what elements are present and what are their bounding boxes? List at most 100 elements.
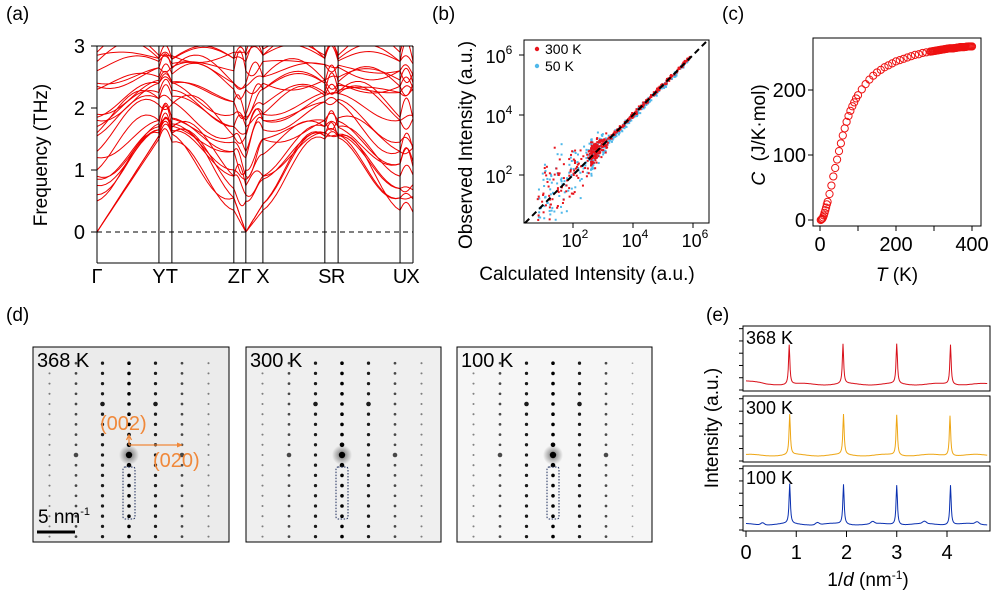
diffraction-spot — [74, 423, 78, 426]
phonon-branch — [97, 83, 413, 144]
diffraction-spot — [340, 473, 344, 478]
point-300k — [566, 179, 569, 182]
diffraction-spot — [420, 515, 423, 518]
diffraction-spot — [74, 372, 78, 375]
diffraction-spot — [287, 504, 291, 508]
point-300k — [594, 157, 597, 160]
diffraction-spot — [179, 452, 185, 458]
intensity-trace — [746, 483, 988, 526]
temperature-label: 300 K — [746, 398, 793, 418]
point-300k — [548, 218, 551, 221]
point-300k — [556, 187, 559, 190]
data-point — [831, 163, 840, 173]
diffraction-spot — [261, 362, 264, 365]
diffraction-spot — [340, 402, 344, 406]
diffraction-spot — [313, 524, 318, 529]
point-50k — [625, 125, 628, 128]
x-tick-label: 4 — [941, 542, 952, 564]
point-300k — [590, 141, 593, 144]
x-axis-title: Calculated Intensity (a.u.) — [479, 264, 694, 285]
diffraction-spot — [340, 392, 344, 396]
diffraction-spot — [420, 372, 423, 375]
point-300k — [682, 61, 685, 64]
diffraction-spot — [48, 494, 51, 497]
diffraction-spot — [631, 515, 634, 518]
temperature-label: 100 K — [461, 350, 514, 372]
point-50k — [541, 172, 544, 175]
diffraction-spot — [180, 504, 184, 508]
diffraction-spot — [127, 483, 131, 488]
data-point — [817, 215, 826, 224]
point-50k — [615, 135, 618, 138]
diffraction-spot — [524, 381, 529, 386]
diffraction-spot — [551, 392, 555, 396]
point-300k — [543, 167, 546, 170]
diffraction-spot — [74, 474, 78, 477]
diffraction-spot — [340, 381, 344, 386]
diffraction-spot — [100, 432, 105, 437]
diffraction-spot — [420, 423, 423, 426]
diffraction-spot — [74, 504, 78, 508]
diffraction-spot — [631, 403, 634, 405]
y-tick-label: 100 — [773, 145, 806, 167]
point-300k — [568, 174, 571, 177]
point-300k — [557, 172, 560, 175]
point-300k — [572, 192, 575, 195]
diffraction-spot — [577, 483, 582, 488]
diffraction-spot — [551, 473, 555, 478]
diffraction-spot — [631, 505, 634, 507]
diffraction-spot — [180, 412, 184, 416]
diffraction-spot — [261, 453, 264, 457]
point-300k — [599, 141, 602, 144]
diffraction-spot — [551, 514, 555, 518]
diffraction-spot — [261, 402, 264, 406]
diffraction-spot — [524, 514, 529, 518]
diffraction-spot — [577, 392, 582, 396]
point-300k — [620, 126, 623, 129]
diffraction-spot — [631, 535, 634, 538]
diffraction-spot — [498, 525, 502, 528]
legend-marker-300k — [534, 46, 540, 52]
diffraction-spot — [207, 362, 210, 365]
diffraction-spot — [472, 464, 475, 467]
data-point — [880, 63, 889, 72]
diffraction-spot — [100, 361, 105, 365]
diffraction-spot — [498, 484, 502, 487]
diffraction-spot — [551, 371, 555, 376]
point-300k — [577, 176, 580, 179]
point-50k — [543, 217, 546, 220]
point-50k — [675, 72, 678, 75]
point-50k — [560, 205, 563, 208]
phonon-branch — [97, 72, 413, 122]
diffraction-spot — [420, 413, 423, 416]
data-point — [861, 80, 870, 89]
diffraction-spot — [550, 462, 556, 468]
point-300k — [588, 152, 591, 155]
point-300k — [537, 214, 540, 217]
diffraction-spot — [207, 423, 210, 426]
point-300k — [580, 158, 583, 161]
x-tick-label: 102 — [562, 227, 589, 251]
point-50k — [537, 216, 540, 219]
diffraction-spot — [631, 494, 634, 497]
point-300k — [571, 150, 574, 153]
point-300k — [558, 172, 561, 175]
diffraction-spot — [48, 372, 51, 375]
diffraction-spot — [48, 402, 51, 406]
point-50k — [588, 159, 591, 162]
point-300k — [575, 165, 578, 168]
diffraction-spot — [127, 504, 131, 508]
diffraction-spot — [74, 382, 78, 385]
data-point — [833, 155, 842, 164]
diffraction-spot — [524, 463, 529, 467]
diffraction-spot — [497, 452, 503, 458]
diffraction-spot — [127, 402, 131, 406]
data-point — [907, 52, 916, 61]
point-50k — [590, 168, 593, 171]
diffraction-spot — [207, 515, 210, 518]
point-300k — [594, 155, 597, 158]
diffraction-spot — [74, 433, 78, 436]
point-50k — [612, 136, 615, 139]
panel-b-intensity-scatter: 102 102 104 104 106 106 300 K 50 K Calculated… — [456, 39, 710, 285]
